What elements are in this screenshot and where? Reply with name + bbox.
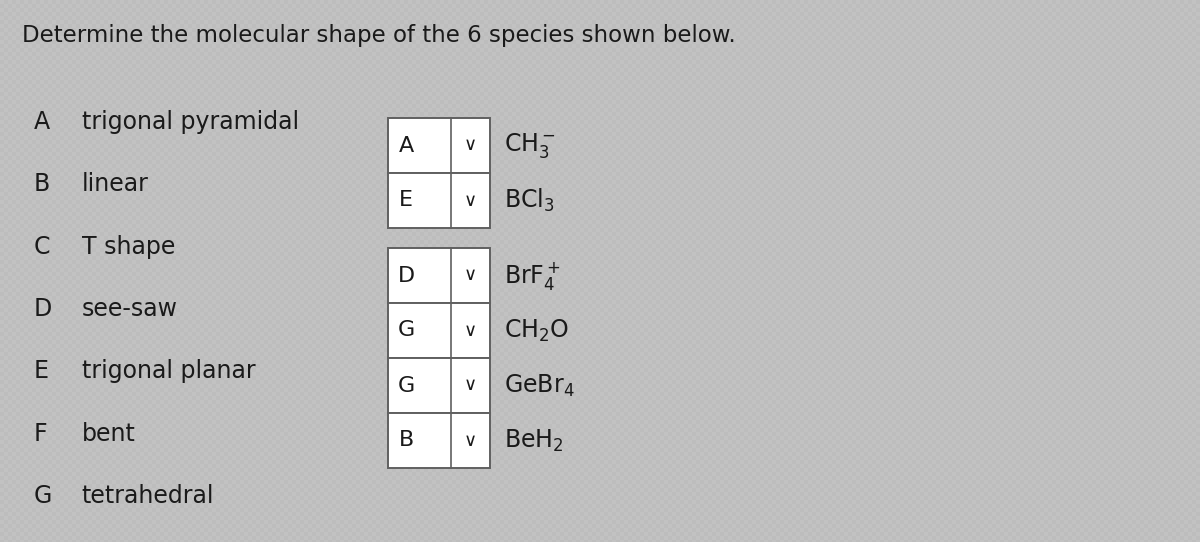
Text: ∨: ∨ xyxy=(464,267,478,285)
Text: Determine the molecular shape of the 6 species shown below.: Determine the molecular shape of the 6 s… xyxy=(22,24,736,47)
Text: G: G xyxy=(34,484,52,508)
Text: B: B xyxy=(398,430,414,450)
Text: linear: linear xyxy=(82,172,149,196)
Text: BCl$_3$: BCl$_3$ xyxy=(504,187,554,214)
Text: see-saw: see-saw xyxy=(82,297,178,321)
Text: tetrahedral: tetrahedral xyxy=(82,484,214,508)
Text: CH$_3^-$: CH$_3^-$ xyxy=(504,131,556,160)
Text: ∨: ∨ xyxy=(464,431,478,449)
Text: ∨: ∨ xyxy=(464,191,478,210)
FancyBboxPatch shape xyxy=(388,413,490,468)
FancyBboxPatch shape xyxy=(388,173,490,228)
Text: F: F xyxy=(34,422,47,446)
Text: T shape: T shape xyxy=(82,235,175,259)
Text: GeBr$_4$: GeBr$_4$ xyxy=(504,372,575,398)
FancyBboxPatch shape xyxy=(388,358,490,413)
Text: ∨: ∨ xyxy=(464,377,478,395)
Text: BeH$_2$: BeH$_2$ xyxy=(504,428,564,454)
Text: C: C xyxy=(34,235,50,259)
Text: trigonal pyramidal: trigonal pyramidal xyxy=(82,110,299,134)
Text: B: B xyxy=(34,172,50,196)
Text: G: G xyxy=(397,320,415,340)
FancyBboxPatch shape xyxy=(388,118,490,173)
Text: ∨: ∨ xyxy=(464,137,478,154)
Text: D: D xyxy=(34,297,52,321)
Text: trigonal planar: trigonal planar xyxy=(82,359,256,383)
FancyBboxPatch shape xyxy=(388,303,490,358)
Text: A: A xyxy=(398,136,414,156)
Text: ∨: ∨ xyxy=(464,321,478,339)
Text: bent: bent xyxy=(82,422,136,446)
Text: E: E xyxy=(34,359,48,383)
Text: E: E xyxy=(400,190,413,210)
Text: A: A xyxy=(34,110,49,134)
Text: G: G xyxy=(397,376,415,396)
Text: D: D xyxy=(397,266,415,286)
FancyBboxPatch shape xyxy=(388,248,490,303)
Text: CH$_2$O: CH$_2$O xyxy=(504,318,569,344)
Text: BrF$_4^+$: BrF$_4^+$ xyxy=(504,260,562,292)
